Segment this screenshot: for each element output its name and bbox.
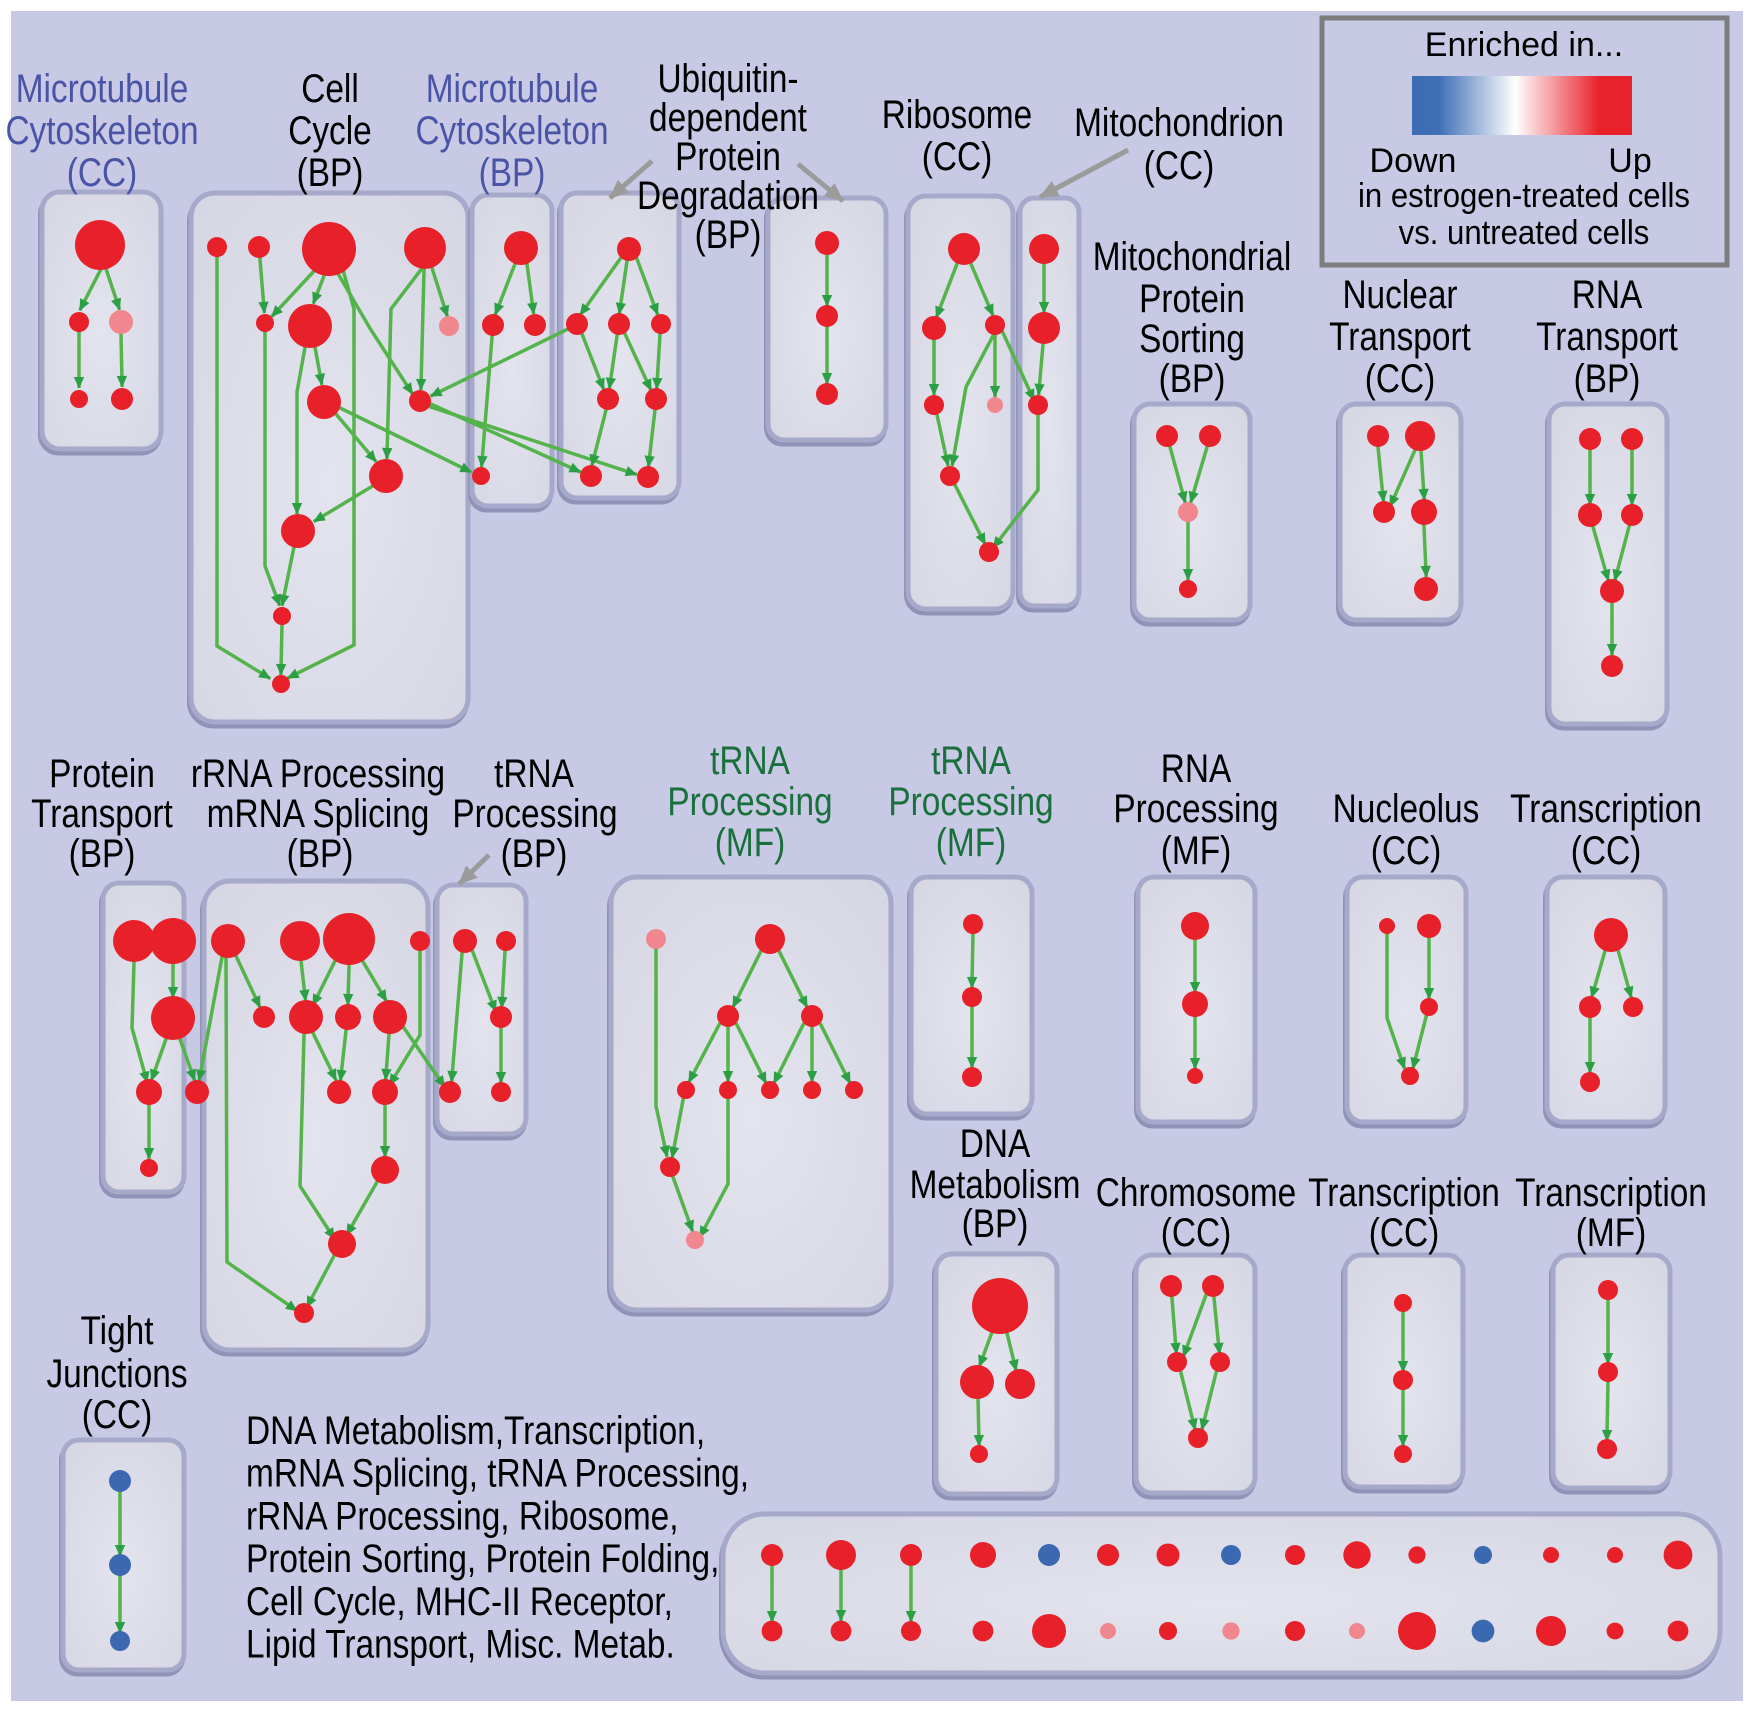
svg-text:Protein Sorting, Protein Foldi: Protein Sorting, Protein Folding, (246, 1537, 719, 1581)
svg-text:in estrogen-treated cells: in estrogen-treated cells (1358, 177, 1690, 215)
svg-text:Microtubule: Microtubule (426, 67, 599, 111)
svg-text:(MF): (MF) (1576, 1211, 1647, 1255)
svg-text:(MF): (MF) (1161, 829, 1232, 873)
svg-text:Protein: Protein (49, 752, 155, 796)
svg-text:(CC): (CC) (1161, 1211, 1232, 1255)
svg-text:Cytoskeleton: Cytoskeleton (5, 109, 198, 153)
svg-text:Lipid Transport, Misc. Metab.: Lipid Transport, Misc. Metab. (246, 1623, 675, 1667)
svg-text:(CC): (CC) (1371, 829, 1442, 873)
svg-text:Mitochondrial: Mitochondrial (1093, 235, 1292, 279)
svg-text:Processing: Processing (667, 780, 832, 824)
svg-text:Protein: Protein (675, 135, 781, 179)
svg-text:Ubiquitin-: Ubiquitin- (657, 57, 798, 101)
svg-text:Transport: Transport (31, 792, 173, 836)
svg-text:Transcription: Transcription (1515, 1171, 1707, 1215)
svg-text:(BP): (BP) (1159, 357, 1226, 401)
svg-text:Processing: Processing (888, 780, 1053, 824)
svg-text:Mitochondrion: Mitochondrion (1074, 101, 1284, 145)
svg-text:Nuclear: Nuclear (1342, 273, 1457, 317)
svg-text:tRNA: tRNA (494, 752, 574, 796)
svg-text:dependent: dependent (649, 96, 807, 140)
svg-text:Sorting: Sorting (1139, 317, 1245, 361)
svg-text:(MF): (MF) (936, 821, 1007, 865)
svg-text:DNA: DNA (960, 1122, 1031, 1166)
svg-text:Degradation: Degradation (637, 174, 819, 218)
svg-text:(CC): (CC) (1571, 829, 1642, 873)
svg-text:mRNA Splicing: mRNA Splicing (207, 792, 430, 836)
svg-text:Up: Up (1608, 142, 1652, 180)
svg-text:(CC): (CC) (1365, 357, 1436, 401)
svg-text:Metabolism: Metabolism (910, 1163, 1081, 1207)
svg-text:(BP): (BP) (297, 151, 364, 195)
svg-text:Transport: Transport (1536, 315, 1678, 359)
svg-text:Nucleolus: Nucleolus (1333, 787, 1480, 831)
svg-text:DNA Metabolism,Transcription,: DNA Metabolism,Transcription, (246, 1409, 705, 1453)
svg-text:Ribosome: Ribosome (882, 93, 1032, 137)
svg-text:(BP): (BP) (695, 213, 762, 257)
svg-text:vs. untreated cells: vs. untreated cells (1399, 214, 1650, 252)
svg-text:(CC): (CC) (922, 135, 993, 179)
svg-text:Transcription: Transcription (1510, 787, 1702, 831)
svg-text:(BP): (BP) (1574, 357, 1641, 401)
svg-text:mRNA Splicing, tRNA Processing: mRNA Splicing, tRNA Processing, (246, 1452, 749, 1496)
svg-text:Microtubule: Microtubule (16, 67, 189, 111)
svg-text:(BP): (BP) (69, 832, 136, 876)
svg-text:(BP): (BP) (501, 832, 568, 876)
svg-text:(CC): (CC) (1144, 144, 1215, 188)
svg-text:Cytoskeleton: Cytoskeleton (415, 109, 608, 153)
svg-text:Processing: Processing (1113, 787, 1278, 831)
svg-text:Protein: Protein (1139, 277, 1245, 321)
svg-text:(CC): (CC) (1369, 1211, 1440, 1255)
svg-text:tRNA: tRNA (710, 739, 790, 783)
svg-text:Cell: Cell (301, 67, 359, 111)
svg-text:Cycle: Cycle (288, 109, 372, 153)
svg-text:(CC): (CC) (67, 151, 138, 195)
svg-text:Chromosome: Chromosome (1096, 1171, 1297, 1215)
svg-text:Enriched in...: Enriched in... (1425, 26, 1623, 64)
svg-text:(BP): (BP) (479, 151, 546, 195)
svg-text:Processing: Processing (452, 792, 617, 836)
svg-text:(CC): (CC) (82, 1393, 153, 1437)
svg-text:rRNA Processing: rRNA Processing (191, 752, 445, 796)
svg-text:(BP): (BP) (962, 1202, 1029, 1246)
svg-text:tRNA: tRNA (931, 739, 1011, 783)
svg-text:RNA: RNA (1161, 747, 1232, 791)
svg-text:RNA: RNA (1572, 273, 1643, 317)
svg-text:Junctions: Junctions (46, 1352, 187, 1396)
svg-text:Down: Down (1370, 142, 1457, 180)
svg-text:Cell Cycle, MHC-II Receptor,: Cell Cycle, MHC-II Receptor, (246, 1580, 673, 1624)
svg-text:rRNA Processing, Ribosome,: rRNA Processing, Ribosome, (246, 1494, 679, 1538)
svg-text:Transport: Transport (1329, 315, 1471, 359)
svg-text:Transcription: Transcription (1308, 1171, 1500, 1215)
svg-text:(MF): (MF) (715, 821, 786, 865)
svg-text:(BP): (BP) (287, 832, 354, 876)
svg-text:Tight: Tight (81, 1309, 154, 1353)
